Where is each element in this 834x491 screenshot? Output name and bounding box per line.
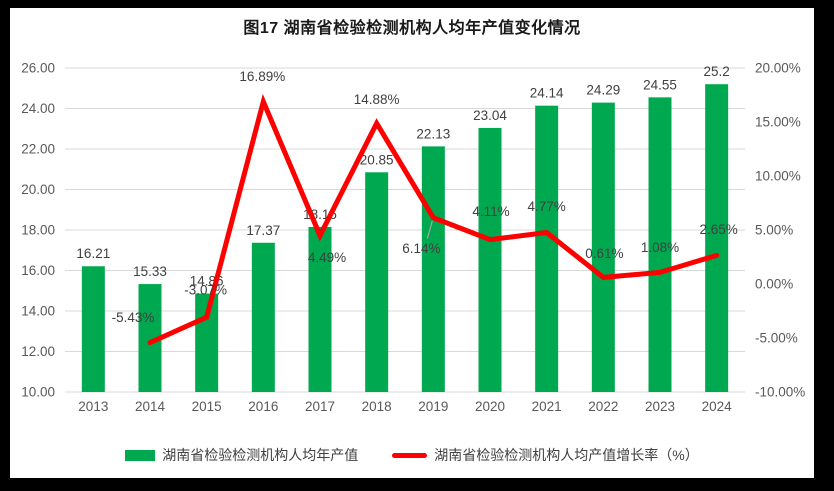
axis-tick-label-left: 22.00 [21, 142, 55, 157]
x-axis-label: 2022 [588, 399, 618, 414]
bar [365, 172, 389, 392]
bar [251, 242, 275, 392]
bar-value-label: 24.29 [586, 83, 620, 98]
bar-value-label: 22.13 [416, 126, 450, 141]
x-axis-label: 2019 [418, 399, 448, 414]
bar [535, 105, 559, 392]
bar-value-label: 25.2 [704, 64, 730, 79]
bar [648, 97, 672, 393]
bar-value-label: 23.04 [473, 108, 507, 123]
growth-point-label: 4.49% [308, 250, 346, 265]
bar [591, 102, 615, 392]
legend: 湖南省检验检测机构人均年产值 湖南省检验检测机构人均产值增长率（%） [10, 445, 814, 465]
axis-tick-label-right: 10.00% [755, 169, 801, 184]
growth-point-label: 1.08% [641, 240, 679, 255]
growth-point-label: 4.77% [528, 199, 566, 214]
bar [138, 284, 162, 392]
x-axis-label: 2023 [645, 399, 675, 414]
leader-line [426, 220, 433, 239]
axis-tick-label-right: 15.00% [755, 115, 801, 130]
legend-bar-label: 湖南省检验检测机构人均年产值 [162, 447, 359, 463]
bar [81, 266, 105, 392]
axis-tick-label-left: 16.00 [21, 263, 55, 278]
bar [421, 146, 445, 392]
bar-value-label: 15.33 [133, 264, 167, 279]
growth-point-label: 2.65% [700, 222, 738, 237]
bar [308, 226, 332, 392]
bar-value-label: 17.37 [246, 223, 280, 238]
growth-line [147, 93, 720, 346]
x-axis-label: 2018 [362, 399, 392, 414]
axis-tick-label-right: -10.00% [755, 385, 805, 400]
x-axis-label: 2021 [532, 399, 562, 414]
x-axis-label: 2020 [475, 399, 505, 414]
axis-tick-label-left: 26.00 [21, 61, 55, 76]
x-axis-label: 2014 [135, 399, 166, 414]
bar-value-label: 20.85 [360, 152, 394, 167]
axis-tick-label-left: 12.00 [21, 344, 55, 359]
x-axis-label: 2013 [78, 399, 108, 414]
chart-svg: 26.00 24.00 22.00 20.00 18.00 16.00 14.00 12.00… [21, 61, 805, 415]
growth-point-label: -3.07% [184, 283, 227, 298]
axis-tick-label-left: 24.00 [21, 101, 55, 116]
bar [478, 127, 502, 392]
axis-tick-label-left: 18.00 [21, 223, 55, 238]
bar-value-label: 16.21 [76, 246, 110, 261]
x-axis-label: 2016 [248, 399, 278, 414]
x-axis-label: 2024 [702, 399, 733, 414]
x-axis-label: 2015 [192, 399, 222, 414]
bar-value-label: 24.14 [530, 86, 564, 101]
chart-panel: 图17 湖南省检验检测机构人均年产值变化情况 26.00 24.00 22.00 20… [10, 8, 814, 478]
growth-point-label: -5.43% [112, 310, 155, 325]
legend-line-swatch-icon [392, 452, 428, 458]
axis-tick-label-right: 20.00% [755, 61, 801, 76]
legend-line-label: 湖南省检验检测机构人均产值增长率（%） [434, 447, 699, 463]
axis-tick-label-right: 5.00% [755, 223, 793, 238]
growth-point-label: 14.88% [354, 92, 400, 107]
growth-point-label: 16.89% [239, 69, 285, 84]
bar [705, 84, 729, 392]
page-title: 图17 湖南省检验检测机构人均年产值变化情况 [243, 20, 581, 37]
axis-tick-label-left: 20.00 [21, 182, 55, 197]
axis-tick-label-right: -5.00% [755, 331, 798, 346]
axis-tick-label-left: 14.00 [21, 304, 55, 319]
growth-point-label: 6.14% [402, 241, 440, 256]
growth-point-label: 4.11% [472, 204, 509, 219]
axis-tick-label-right: 0.00% [755, 277, 793, 292]
growth-point-label: 0.61% [585, 246, 623, 261]
axis-tick-label-left: 10.00 [21, 385, 55, 400]
legend-bar-swatch-icon [125, 449, 156, 461]
bar-value-label: 24.55 [643, 77, 677, 92]
x-axis-label: 2017 [305, 399, 335, 414]
